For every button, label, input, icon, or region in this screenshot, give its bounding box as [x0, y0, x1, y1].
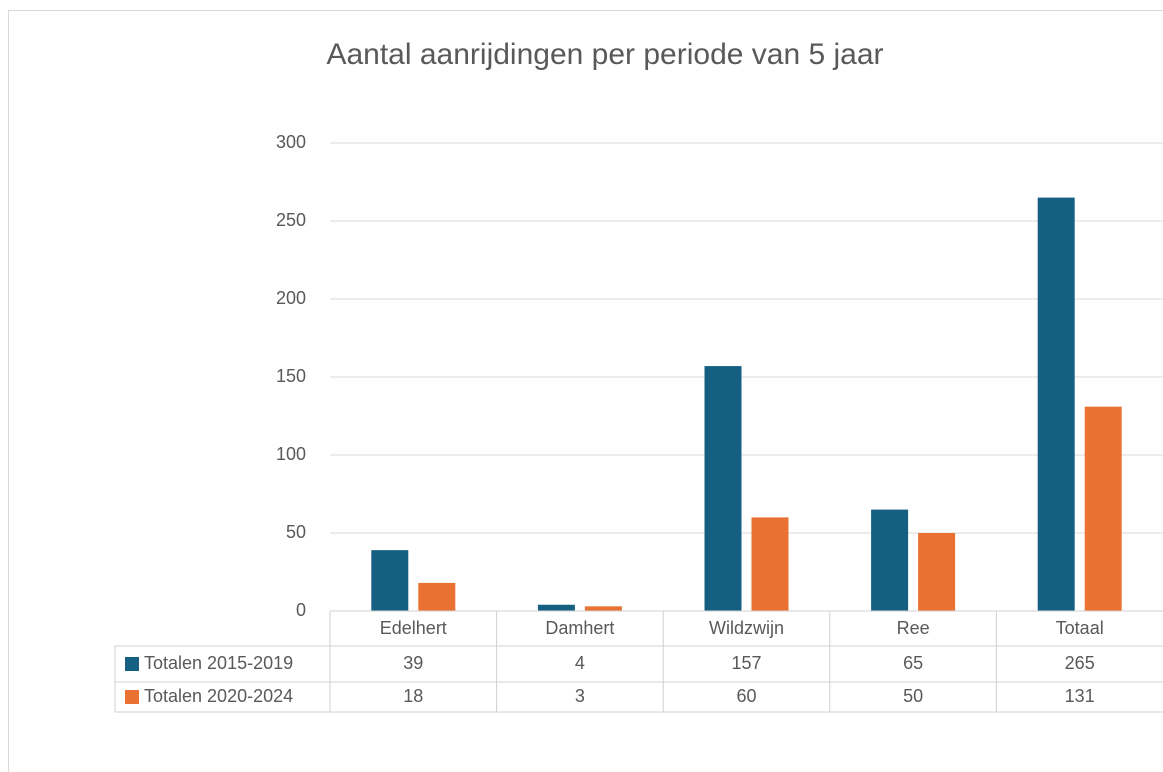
bar [918, 533, 956, 611]
y-tick-label: 200 [276, 288, 306, 308]
table-cell: 4 [575, 653, 585, 673]
table-cell: 60 [736, 686, 756, 706]
bar [1037, 197, 1075, 611]
bar [584, 606, 622, 611]
y-tick-label: 300 [276, 132, 306, 152]
x-tick-label: Totaal [1056, 618, 1104, 638]
table-cell: 18 [403, 686, 423, 706]
legend-label: Totalen 2015-2019 [144, 653, 293, 673]
table-cell: 131 [1065, 686, 1095, 706]
bar [1084, 406, 1122, 611]
legend-label: Totalen 2020-2024 [144, 686, 293, 706]
table-cell: 3 [575, 686, 585, 706]
x-tick-label: Ree [897, 618, 930, 638]
table-cell: 65 [903, 653, 923, 673]
table-cell: 265 [1065, 653, 1095, 673]
bar [871, 509, 909, 611]
table-cell: 39 [403, 653, 423, 673]
table-cell: 157 [731, 653, 761, 673]
bar [418, 582, 456, 611]
legend-key [125, 690, 139, 704]
y-tick-label: 100 [276, 444, 306, 464]
bar [704, 366, 742, 611]
x-tick-label: Edelhert [380, 618, 447, 638]
bar [751, 517, 789, 611]
y-tick-label: 250 [276, 210, 306, 230]
chart-border [8, 10, 1163, 772]
chart-title: Aantal aanrijdingen per periode van 5 ja… [326, 38, 883, 71]
x-tick-label: Damhert [545, 618, 614, 638]
bar [537, 604, 575, 611]
legend-key [125, 657, 139, 671]
y-tick-label: 150 [276, 366, 306, 386]
y-tick-label: 50 [286, 522, 306, 542]
table-cell: 50 [903, 686, 923, 706]
x-tick-label: Wildzwijn [709, 618, 784, 638]
y-tick-label: 0 [296, 600, 306, 620]
bar [371, 550, 409, 611]
